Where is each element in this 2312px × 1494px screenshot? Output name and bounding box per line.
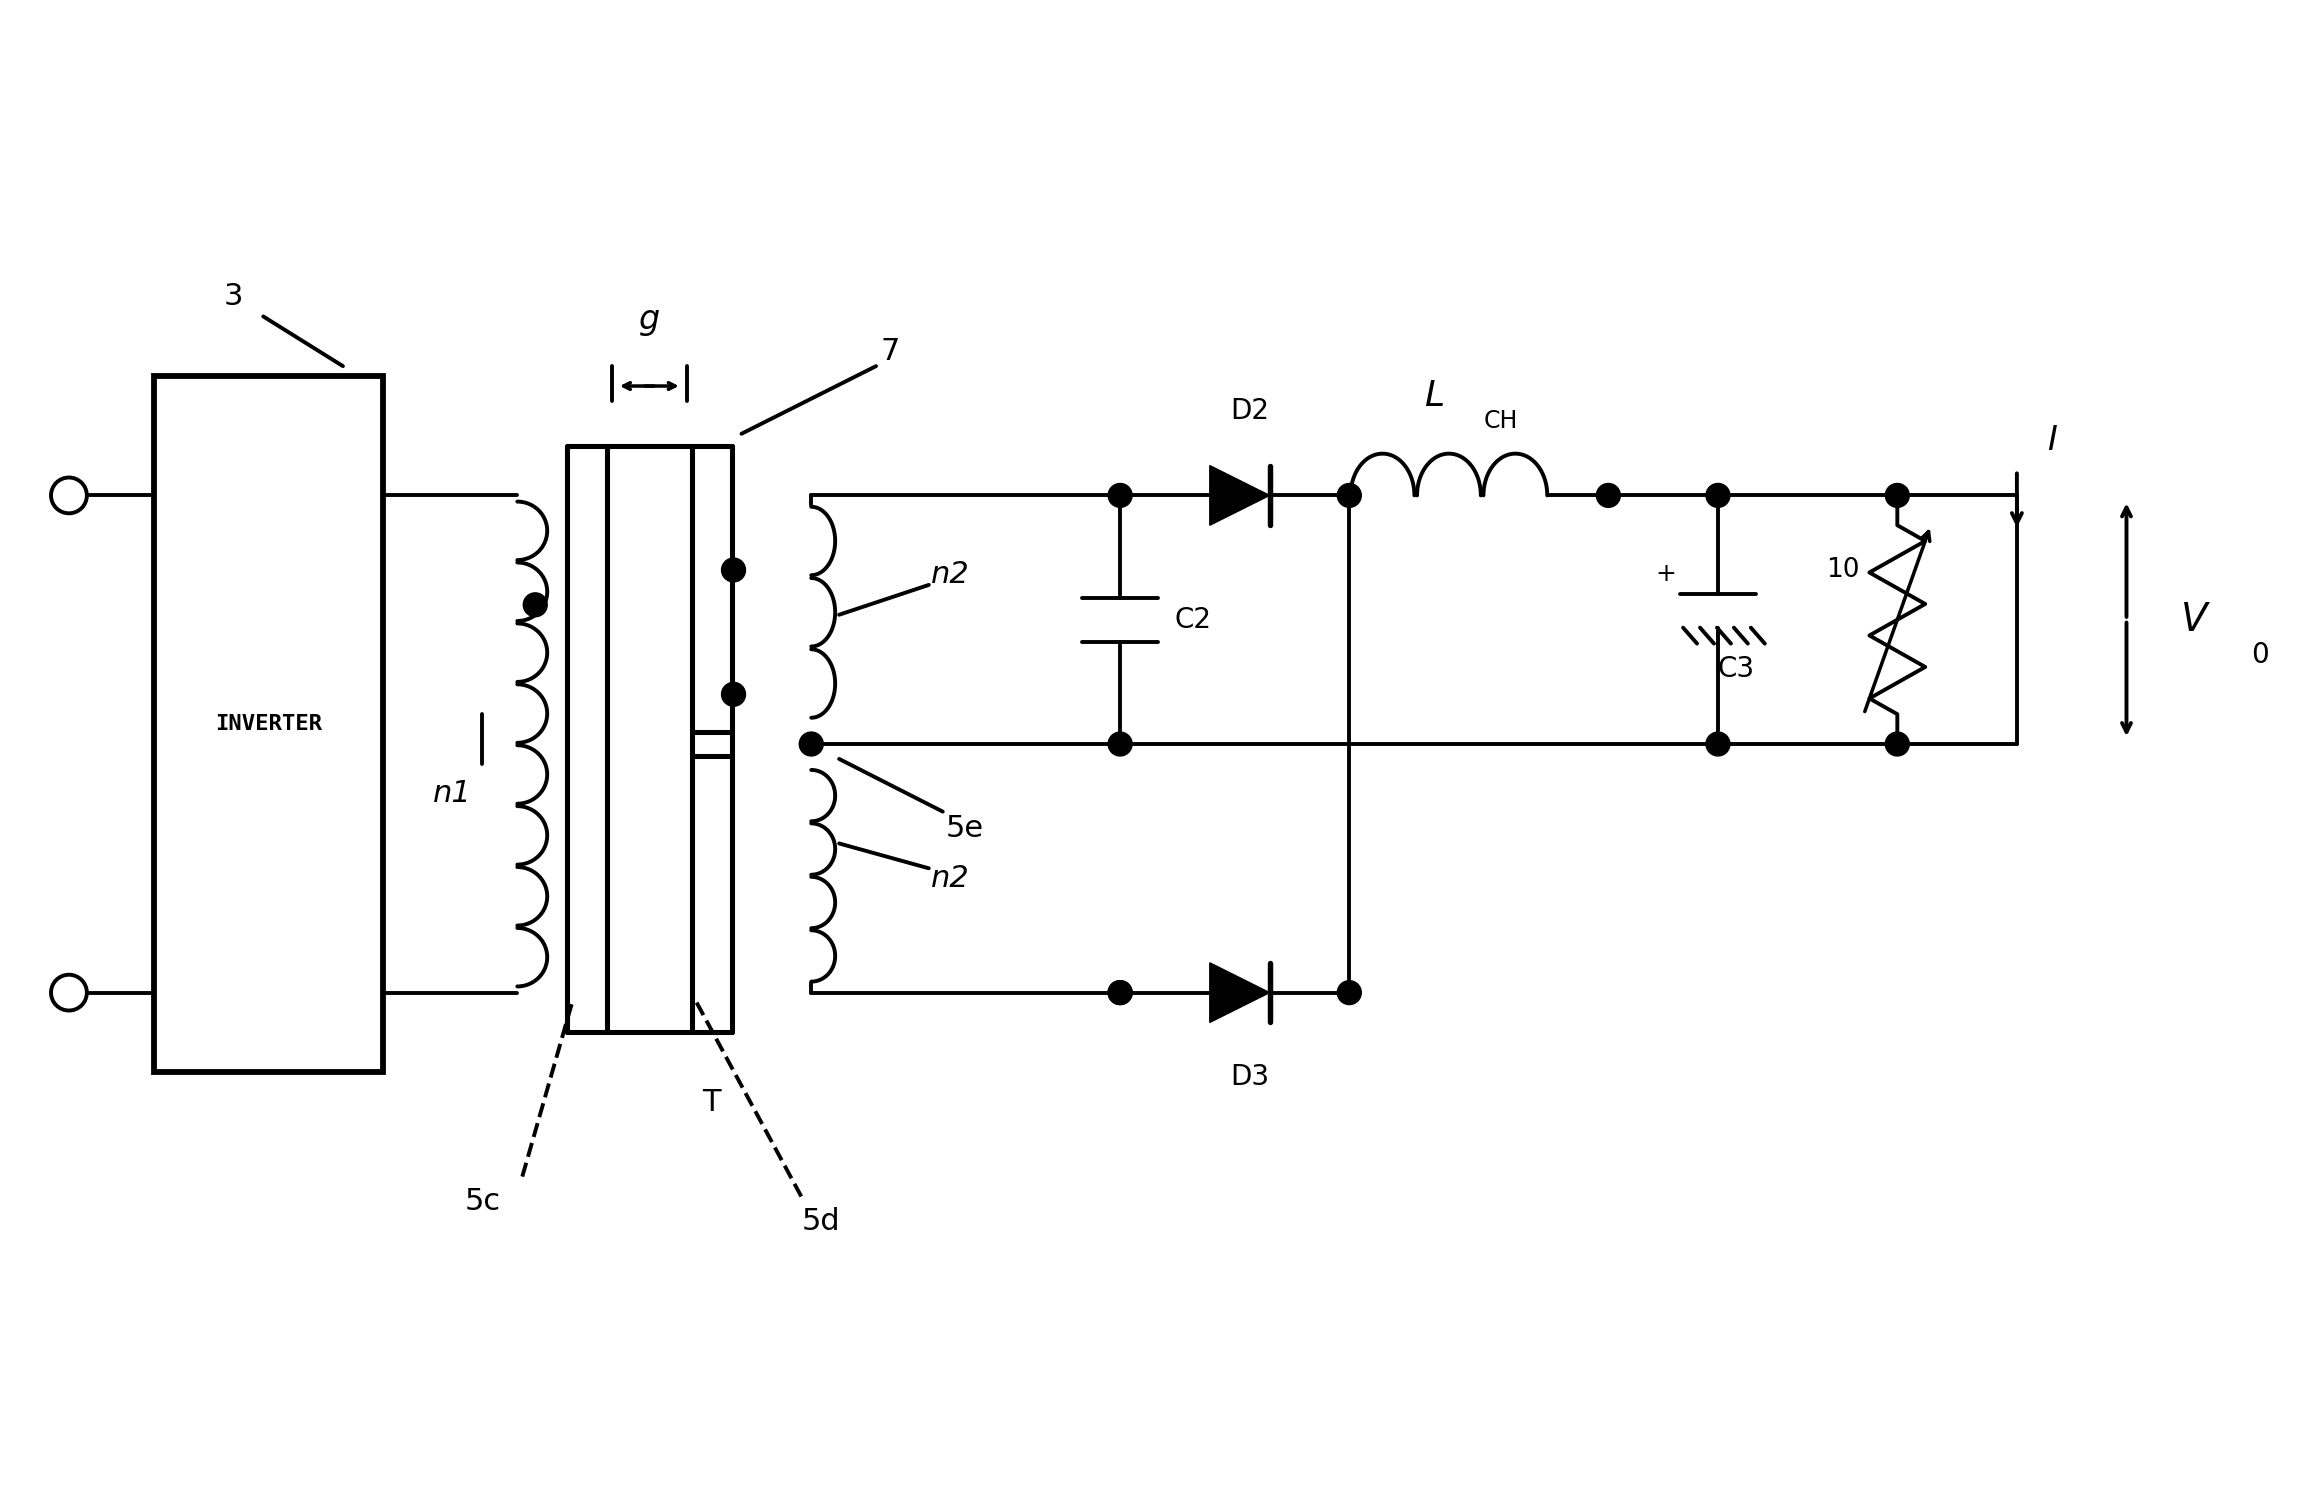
Text: +: +	[1655, 562, 1676, 586]
Text: n2: n2	[932, 864, 969, 893]
Circle shape	[1336, 980, 1362, 1004]
Text: I: I	[2046, 424, 2058, 457]
Text: 7: 7	[881, 336, 899, 366]
Text: L: L	[1424, 379, 1445, 412]
Circle shape	[1107, 484, 1133, 508]
Text: 5d: 5d	[802, 1207, 842, 1236]
Circle shape	[1107, 980, 1133, 1004]
Text: n1: n1	[432, 780, 472, 808]
Text: 5e: 5e	[946, 814, 985, 843]
Text: C2: C2	[1174, 605, 1211, 633]
Circle shape	[800, 732, 823, 756]
Polygon shape	[1209, 466, 1269, 526]
Text: T: T	[703, 1088, 721, 1116]
Text: 5c: 5c	[465, 1186, 499, 1216]
Text: 3: 3	[224, 282, 243, 311]
Circle shape	[1884, 732, 1910, 756]
Circle shape	[1107, 732, 1133, 756]
Text: 10: 10	[1826, 557, 1859, 583]
Circle shape	[1336, 484, 1362, 508]
Text: CH: CH	[1484, 409, 1519, 433]
Circle shape	[1706, 732, 1729, 756]
Text: n2: n2	[932, 560, 969, 590]
Circle shape	[523, 593, 548, 617]
Text: INVERTER: INVERTER	[215, 714, 321, 734]
Polygon shape	[1209, 962, 1269, 1022]
Bar	[153, 376, 384, 1073]
Text: D3: D3	[1230, 1064, 1269, 1091]
Text: 0: 0	[2252, 641, 2268, 668]
Circle shape	[1107, 980, 1133, 1004]
Circle shape	[721, 683, 744, 707]
Circle shape	[1595, 484, 1621, 508]
Circle shape	[51, 478, 88, 514]
Circle shape	[1884, 484, 1910, 508]
Text: D2: D2	[1230, 397, 1269, 424]
Circle shape	[51, 974, 88, 1010]
Circle shape	[721, 559, 744, 583]
Text: C3: C3	[1718, 656, 1755, 683]
Text: V: V	[2180, 601, 2208, 639]
Circle shape	[1706, 484, 1729, 508]
Text: g: g	[638, 303, 659, 336]
